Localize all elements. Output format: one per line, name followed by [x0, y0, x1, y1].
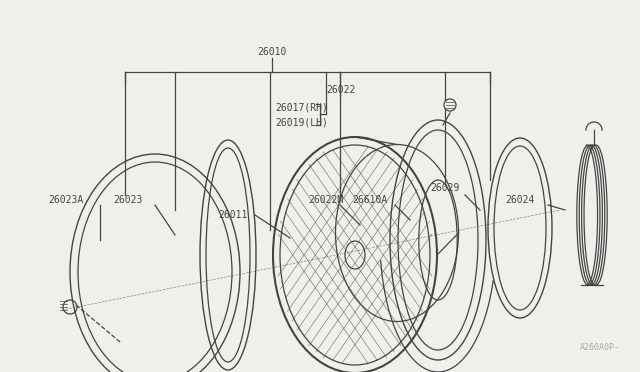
Text: 26610A: 26610A	[352, 195, 387, 205]
Text: 26023: 26023	[113, 195, 142, 205]
Text: 26017(RH): 26017(RH)	[275, 102, 328, 112]
Text: 26029: 26029	[430, 183, 460, 193]
Text: 26010: 26010	[257, 47, 287, 57]
Text: 26023A: 26023A	[48, 195, 83, 205]
Text: 26022: 26022	[326, 85, 355, 95]
Text: 26011: 26011	[218, 210, 248, 220]
Text: 26022M: 26022M	[308, 195, 343, 205]
Text: 26024: 26024	[505, 195, 534, 205]
Circle shape	[444, 99, 456, 111]
Text: 26019(LH): 26019(LH)	[275, 117, 328, 127]
Text: A260A0P-: A260A0P-	[580, 343, 620, 352]
